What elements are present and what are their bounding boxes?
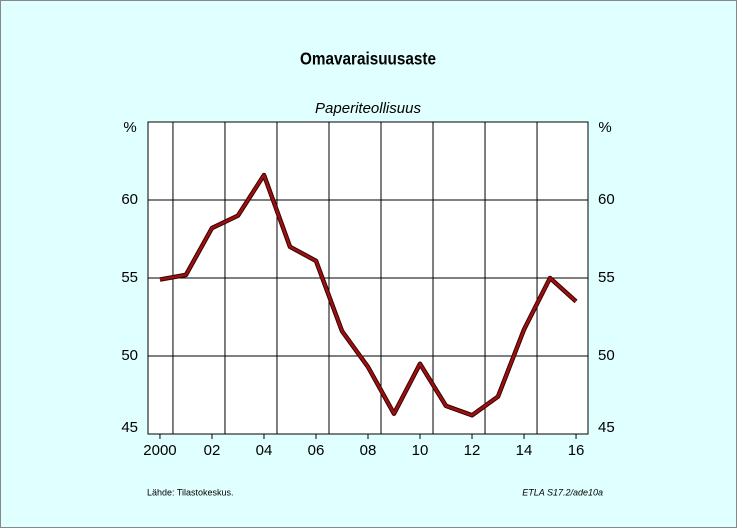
x-tick-label: 12 [464, 442, 481, 459]
plot-frame [147, 121, 589, 435]
x-tick-label: 2000 [143, 442, 176, 459]
line [159, 173, 577, 417]
y-tick-label: 60 [121, 191, 138, 208]
chart-subtitle: Paperiteollisuus [315, 100, 421, 117]
source: Lähde: Tilastokeskus. [147, 487, 234, 497]
y-tick-label: 45 [121, 419, 138, 436]
x-tick-label: 02 [204, 442, 221, 459]
y-unit: % [123, 119, 136, 136]
y-tick-label: 50 [121, 347, 138, 364]
chart-title: Omavaraisuusaste [300, 49, 436, 69]
y-tick-label: 55 [121, 269, 138, 286]
x-tick-label: 04 [256, 442, 273, 459]
y2-tick-label: 50 [598, 347, 615, 364]
x-tick-label: 08 [360, 442, 377, 459]
x-tick-label: 10 [412, 442, 429, 459]
x-tick-label: 16 [568, 442, 585, 459]
x-tick-label: 14 [516, 442, 533, 459]
y2-tick-label: 45 [598, 419, 615, 436]
x-tick-label: 06 [308, 442, 325, 459]
y2-unit: % [598, 119, 611, 136]
code: ETLA S17.2/ade10a [522, 487, 603, 497]
y2-tick-label: 60 [598, 191, 615, 208]
y2-tick-label: 55 [598, 269, 615, 286]
